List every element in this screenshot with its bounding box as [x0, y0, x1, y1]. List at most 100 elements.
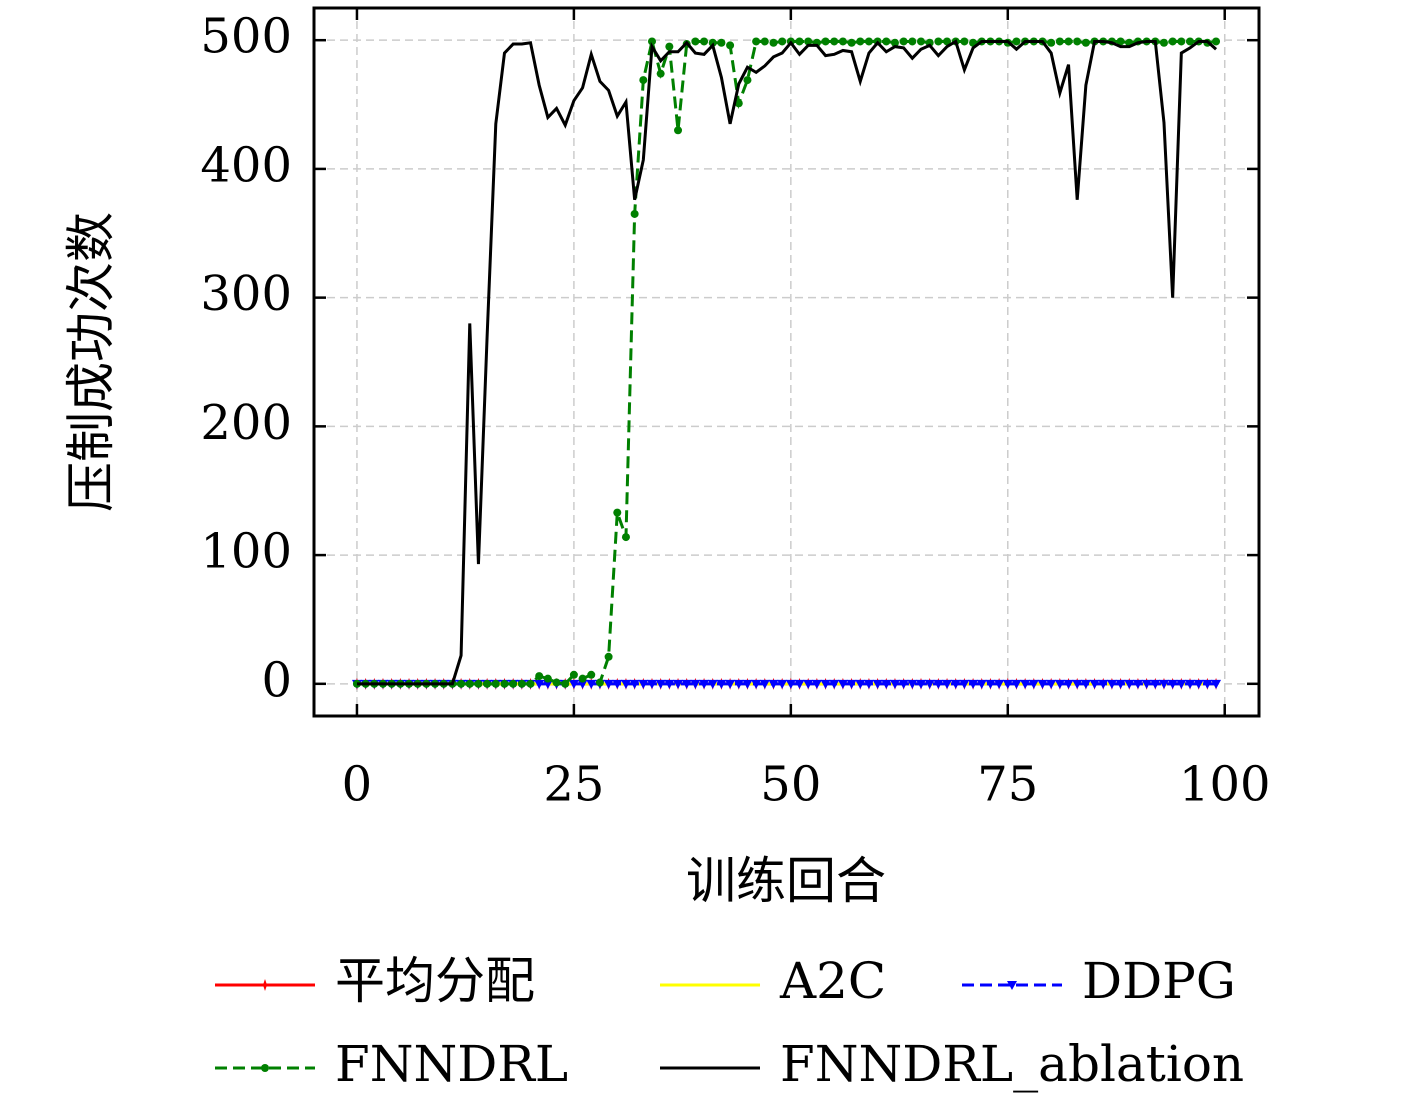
point [872, 679, 883, 689]
point [1055, 37, 1064, 46]
point [864, 37, 873, 46]
point [1211, 679, 1222, 689]
point [899, 37, 908, 46]
point [1073, 37, 1082, 46]
x-tick-label: 0 [342, 757, 373, 813]
point [621, 533, 630, 542]
point [1193, 679, 1204, 689]
point [534, 679, 545, 689]
legend-label: 平均分配 [335, 952, 535, 1010]
point [465, 679, 474, 688]
x-tick-label: 25 [543, 757, 604, 813]
point [655, 679, 666, 689]
point [994, 679, 1005, 689]
point [726, 41, 735, 50]
point [1037, 679, 1048, 689]
point [708, 38, 717, 47]
y-tick-label: 200 [200, 395, 292, 451]
plot-frame [312, 6, 1261, 718]
legend-marker [263, 979, 267, 991]
point [673, 679, 684, 689]
point [620, 679, 631, 689]
y-tick-label: 500 [200, 9, 292, 65]
point [1168, 37, 1177, 46]
point [656, 69, 665, 78]
point [586, 679, 597, 689]
point [612, 679, 623, 689]
point [1176, 679, 1187, 689]
point [890, 38, 899, 47]
point [457, 679, 466, 688]
legend-label: FNNDRL [335, 1035, 568, 1093]
point [578, 674, 587, 683]
point [830, 37, 839, 46]
point [646, 679, 657, 689]
point [700, 37, 709, 46]
point [561, 679, 570, 688]
point [725, 679, 736, 689]
point [1063, 679, 1074, 689]
point [743, 76, 752, 85]
y-tick-label: 300 [200, 266, 292, 322]
point [1089, 679, 1100, 689]
point [882, 37, 891, 46]
point [934, 37, 943, 46]
point [717, 38, 726, 47]
point [568, 679, 579, 689]
point [543, 674, 552, 683]
x-tick-label: 50 [760, 757, 821, 813]
legend-label: DDPG [1082, 952, 1236, 1010]
point [777, 679, 788, 689]
point [785, 679, 796, 689]
point [803, 679, 814, 689]
point [1158, 679, 1169, 689]
point [707, 679, 718, 689]
point [483, 679, 492, 688]
point [759, 679, 770, 689]
point [943, 37, 952, 46]
point [595, 678, 604, 687]
point [985, 679, 996, 689]
point [855, 679, 866, 689]
y-tick-label: 100 [200, 524, 292, 580]
point [916, 679, 927, 689]
point [1167, 679, 1178, 689]
point [1046, 679, 1057, 689]
point [1098, 679, 1109, 689]
point [795, 37, 804, 46]
point [552, 678, 561, 687]
point [1124, 679, 1135, 689]
point [856, 37, 865, 46]
point [1047, 38, 1056, 47]
legend-label: FNNDRL_ablation [780, 1035, 1244, 1093]
point [924, 679, 935, 689]
point [907, 679, 918, 689]
point [638, 679, 649, 689]
y-axis-label: 压制成功次数 [62, 212, 120, 512]
point [950, 679, 961, 689]
point [474, 679, 483, 688]
legend-label: A2C [779, 952, 886, 1010]
point [863, 679, 874, 689]
legend-marker [261, 1064, 269, 1072]
legend-marker [1007, 981, 1017, 990]
point [838, 37, 847, 46]
point [1115, 679, 1126, 689]
point [699, 679, 710, 689]
point [629, 679, 640, 689]
point [674, 126, 683, 135]
point [681, 679, 692, 689]
point [1116, 37, 1125, 46]
point [889, 679, 900, 689]
point [820, 679, 831, 689]
point [639, 76, 648, 85]
point [1081, 38, 1090, 47]
point [664, 679, 675, 689]
point [509, 679, 518, 688]
point [535, 672, 544, 681]
point [691, 37, 700, 46]
point [1080, 679, 1091, 689]
plot-area [351, 37, 1222, 690]
point [769, 38, 778, 47]
point [613, 508, 622, 517]
